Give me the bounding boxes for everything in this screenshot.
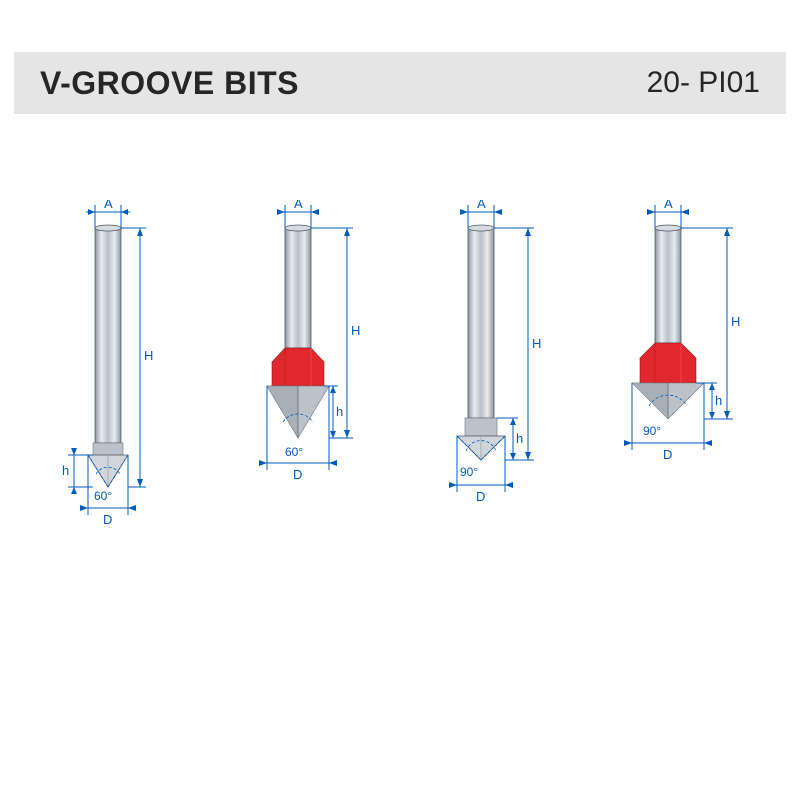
dim-H-label-3: H: [532, 336, 541, 351]
dim-A-label-3: A: [477, 200, 486, 211]
dim-D-label-1: D: [103, 512, 112, 527]
dim-H-label-4: H: [731, 314, 740, 329]
dim-A-label-2: A: [294, 200, 303, 211]
page-title: V-GROOVE BITS: [40, 65, 299, 102]
header-bar: V-GROOVE BITS 20- PI01: [14, 52, 786, 114]
dim-D-label-2: D: [293, 467, 302, 482]
dim-A-label-4: A: [664, 200, 673, 211]
diagram-row: A 60° H: [0, 200, 800, 540]
angle-label-4: 90°: [643, 424, 661, 438]
dim-H-label-2: H: [351, 323, 360, 338]
angle-label-3: 90°: [460, 465, 478, 479]
bit-diagram-1: A 60° H: [38, 200, 208, 540]
bit-diagram-3: A 90° H: [408, 200, 578, 540]
dim-h-label-4: h: [715, 393, 722, 408]
dim-h-label-2: h: [336, 404, 343, 419]
bit-diagram-4: A 90° H: [593, 200, 763, 540]
dim-D-label-3: D: [476, 489, 485, 504]
angle-label-2: 60°: [285, 445, 303, 459]
product-code: 20- PI01: [647, 66, 760, 100]
dim-h-label-1: h: [62, 463, 69, 478]
dim-D-label-4: D: [663, 447, 672, 462]
dim-H-label-1: H: [144, 348, 153, 363]
bit-diagram-2: A 60° H: [223, 200, 393, 540]
dim-A-label: A: [104, 200, 113, 211]
dim-h-label-3: h: [516, 431, 523, 446]
angle-label-1: 60°: [94, 489, 112, 503]
